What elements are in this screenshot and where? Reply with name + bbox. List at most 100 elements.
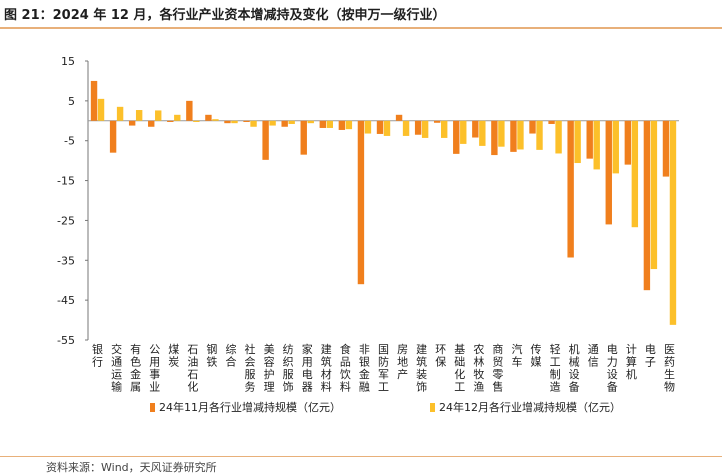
bar-nov-29	[624, 120, 632, 165]
bar-dec-12	[307, 120, 314, 124]
x-tick-label: 环保	[435, 343, 446, 369]
bar-nov-24	[529, 120, 536, 134]
x-tick-label: 有色金属	[130, 342, 141, 394]
y-tick-label: 15	[61, 55, 75, 68]
x-tick-label: 家用电器	[302, 342, 313, 394]
legend-swatch	[150, 403, 155, 412]
bar-nov-10	[262, 120, 269, 160]
bar-dec-31	[669, 120, 677, 325]
bar-nov-16	[376, 120, 384, 134]
bar-dec-7	[212, 119, 219, 121]
footer-divider	[0, 456, 722, 457]
bar-dec-19	[440, 120, 448, 138]
x-tick-label: 机械设备	[569, 342, 580, 394]
x-tick-label: 石油石化	[187, 343, 198, 394]
bar-dec-6	[193, 120, 200, 122]
x-tick-label: 煤炭	[168, 343, 179, 369]
x-tick-label: 通信	[588, 343, 599, 369]
y-tick-label: -55	[57, 334, 75, 347]
x-tick-label: 国防军工	[378, 343, 389, 394]
bar-nov-12	[300, 120, 307, 155]
bar-dec-28	[612, 120, 619, 174]
x-tick-label: 计算机	[626, 343, 637, 381]
bar-dec-18	[421, 120, 429, 138]
x-tick-label: 传媒	[531, 343, 542, 369]
x-tick-label: 商贸零售	[492, 342, 503, 394]
bar-dec-30	[650, 120, 658, 270]
bar-dec-4	[155, 110, 162, 121]
x-tick-label: 纺织服饰	[283, 342, 294, 394]
x-tick-label: 非银金融	[359, 343, 370, 394]
bar-dec-2	[116, 106, 124, 121]
bar-nov-5	[167, 120, 174, 122]
x-tick-label: 医药生物	[664, 343, 675, 394]
bar-nov-31	[662, 120, 670, 177]
bar-dec-11	[288, 120, 295, 124]
x-tick-label: 汽车	[511, 342, 522, 369]
bar-nov-2	[109, 120, 117, 153]
bar-nov-27	[586, 120, 593, 159]
bar-nov-6	[186, 100, 193, 121]
y-tick-label: -35	[57, 254, 75, 267]
x-tick-label: 银行	[92, 342, 103, 369]
legend-label: 24年12月各行业增减持规模（亿元）	[439, 400, 621, 414]
bar-dec-13	[326, 120, 334, 128]
source-note: 资料来源：Wind，天风证券研究所	[46, 461, 217, 474]
bar-nov-28	[605, 120, 612, 225]
bar-nov-19	[433, 120, 441, 123]
bar-dec-16	[383, 120, 391, 136]
x-tick-label: 公用事业	[149, 343, 160, 394]
bar-nov-17	[395, 114, 403, 121]
x-tick-label: 美容护理	[264, 343, 275, 394]
bar-nov-14	[338, 120, 346, 130]
bar-nov-1	[90, 80, 98, 121]
bar-dec-23	[517, 120, 524, 150]
bar-dec-5	[174, 114, 181, 121]
x-tick-label: 农林牧渔	[473, 342, 484, 394]
figure-title: 图 21：2024 年 12 月，各行业产业资本增减持及变化（按申万一级行业）	[4, 8, 446, 23]
bar-nov-18	[414, 120, 422, 135]
bar-dec-20	[460, 120, 467, 144]
bar-dec-22	[498, 120, 505, 147]
x-tick-label: 房地产	[397, 343, 408, 381]
legend-swatch	[430, 403, 435, 412]
x-tick-label: 交通运输	[111, 342, 122, 394]
x-tick-label: 电子	[645, 343, 656, 369]
bar-dec-26	[574, 120, 581, 164]
bar-dec-9	[250, 120, 257, 127]
bar-chart: 15 5 -5 -15 -25 -35 -45 -55 银行交通运输有色金属公用事业煤炭石油石…	[57, 55, 679, 414]
bar-dec-1	[97, 98, 105, 121]
bar-dec-14	[345, 120, 353, 130]
bar-dec-24	[536, 120, 543, 150]
x-tick-label: 钢铁	[206, 343, 217, 369]
legend-label: 24年11月各行业增减持规模（亿元）	[159, 400, 341, 414]
x-tick-label: 建筑装饰	[416, 342, 427, 394]
bar-nov-4	[148, 120, 155, 127]
bar-nov-23	[510, 120, 517, 152]
title-divider	[0, 27, 722, 29]
bar-dec-29	[631, 120, 639, 228]
bar-nov-25	[548, 120, 555, 124]
bar-dec-10	[269, 120, 276, 126]
bar-dec-17	[402, 120, 410, 136]
bar-nov-20	[453, 120, 460, 154]
bar-dec-8	[231, 120, 238, 124]
bar-dec-3	[135, 110, 143, 121]
y-tick-label: -25	[57, 214, 75, 227]
bar-dec-15	[364, 120, 372, 134]
bar-dec-25	[555, 120, 562, 154]
bar-nov-21	[472, 120, 479, 138]
x-tick-label: 基础化工	[454, 343, 465, 394]
x-tick-label: 食品饮料	[340, 342, 351, 394]
bar-nov-8	[224, 120, 231, 124]
bar-nov-7	[205, 114, 212, 121]
x-tick-label: 社会服务	[245, 342, 256, 394]
bar-nov-22	[491, 120, 498, 156]
y-tick-label: -45	[57, 294, 75, 307]
y-tick-label: 5	[68, 95, 75, 108]
x-tick-label: 综合	[225, 342, 236, 369]
bar-nov-11	[281, 120, 288, 127]
bar-nov-15	[357, 120, 365, 285]
x-tick-label: 建筑材料	[321, 342, 332, 394]
bar-nov-3	[128, 120, 136, 126]
